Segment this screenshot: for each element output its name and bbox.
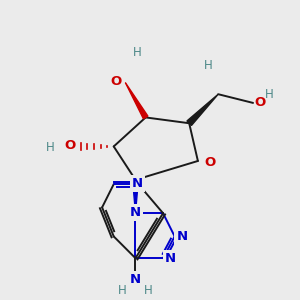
Text: H: H	[265, 88, 273, 101]
Text: H: H	[133, 46, 141, 59]
Text: N: N	[165, 252, 176, 265]
Text: N: N	[129, 206, 140, 219]
Text: H: H	[204, 59, 212, 72]
Text: O: O	[111, 75, 122, 88]
Polygon shape	[187, 94, 218, 125]
Text: H: H	[46, 141, 54, 154]
Text: O: O	[65, 139, 76, 152]
Text: N: N	[176, 230, 188, 243]
Text: O: O	[204, 156, 215, 169]
Text: N: N	[130, 274, 141, 286]
Polygon shape	[125, 82, 148, 119]
Text: H: H	[144, 284, 153, 297]
Text: N: N	[132, 177, 143, 190]
Polygon shape	[133, 180, 138, 213]
Text: O: O	[254, 96, 265, 110]
Text: H: H	[118, 284, 127, 297]
